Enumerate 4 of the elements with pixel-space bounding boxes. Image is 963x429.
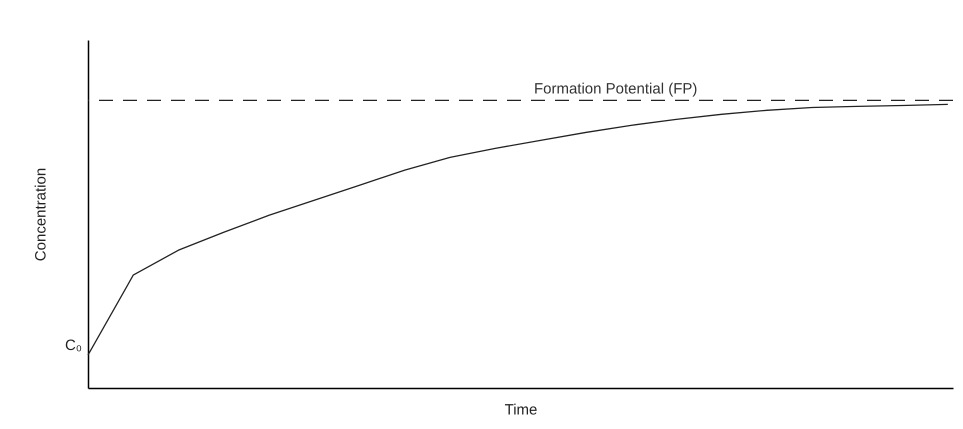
x-axis-title: Time bbox=[504, 402, 538, 418]
ref-line-label: Formation Potential (FP) bbox=[534, 80, 698, 98]
text: C₀ bbox=[64, 337, 82, 354]
y-axis-title: Concentration bbox=[32, 168, 50, 262]
